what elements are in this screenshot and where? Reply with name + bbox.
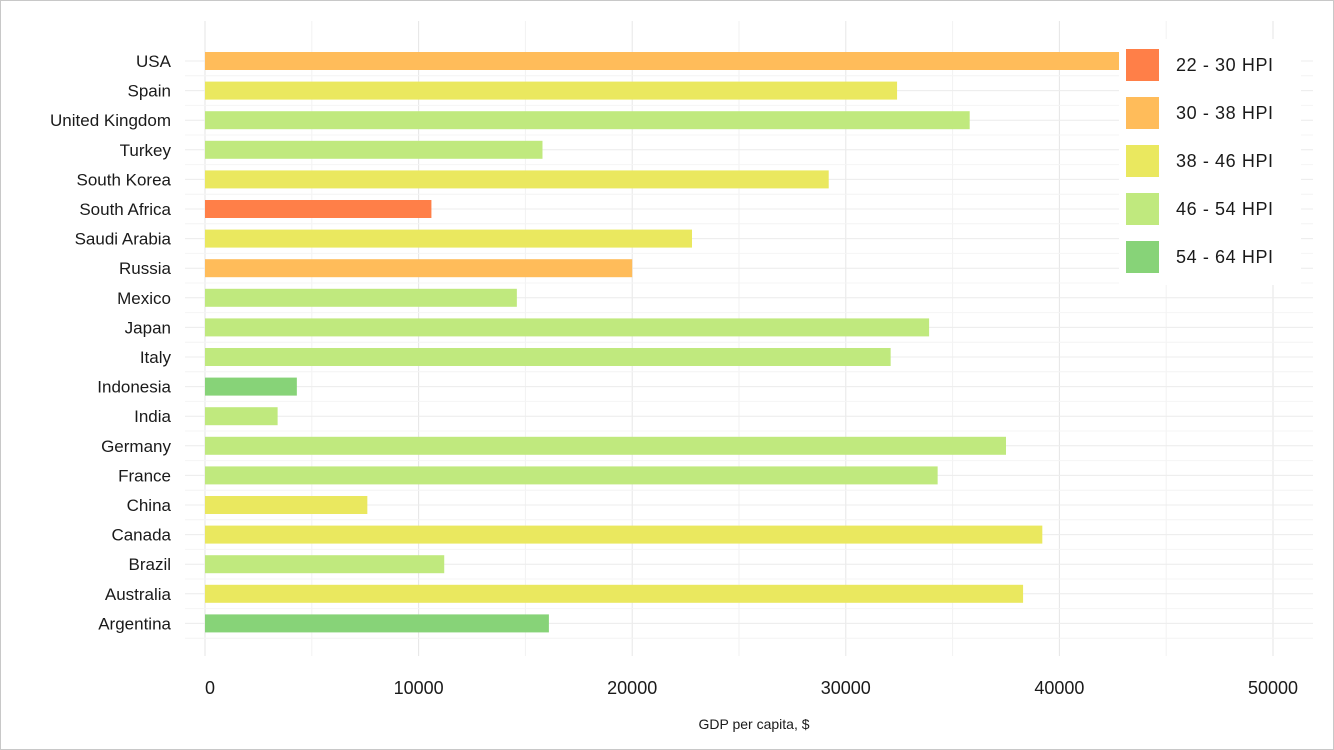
bar-china — [205, 496, 368, 514]
category-label: Spain — [128, 82, 171, 101]
category-label: Canada — [111, 526, 171, 545]
x-tick-label: 30000 — [821, 678, 871, 698]
bar-germany — [205, 436, 1006, 455]
legend-label: 38 - 46 HPI — [1176, 150, 1274, 171]
bar-australia — [205, 584, 1024, 603]
bar-south-korea — [205, 170, 829, 189]
category-label: USA — [136, 52, 172, 71]
category-label: China — [127, 496, 172, 515]
legend-swatch — [1126, 193, 1159, 225]
category-label: Indonesia — [97, 378, 171, 397]
legend-label: 54 - 64 HPI — [1176, 246, 1274, 267]
category-label: Russia — [119, 259, 172, 278]
bar-italy — [205, 348, 891, 366]
legend-item: 54 - 64 HPI — [1119, 233, 1301, 281]
bar-spain — [205, 81, 898, 100]
legend-label: 46 - 54 HPI — [1176, 198, 1274, 219]
bar-canada — [205, 525, 1043, 544]
bar-japan — [205, 318, 930, 337]
category-label: Argentina — [98, 614, 171, 633]
x-tick-label: 0 — [205, 678, 215, 698]
x-tick-label: 50000 — [1248, 678, 1298, 698]
legend-item: 30 - 38 HPI — [1119, 89, 1301, 137]
x-tick-label: 20000 — [607, 678, 657, 698]
bar-france — [205, 466, 938, 485]
bar-indonesia — [205, 377, 297, 396]
bar-argentina — [205, 614, 549, 633]
legend-item: 22 - 30 HPI — [1119, 41, 1301, 89]
category-label: Mexico — [117, 289, 171, 308]
legend-item: 46 - 54 HPI — [1119, 185, 1301, 233]
bars — [205, 52, 1124, 633]
category-label: Saudi Arabia — [75, 230, 172, 249]
category-label: Germany — [101, 437, 171, 456]
bar-usa — [205, 52, 1124, 70]
bar-saudi-arabia — [205, 229, 693, 248]
bar-india — [205, 407, 278, 426]
category-label: South Africa — [79, 200, 171, 219]
category-label: South Korea — [76, 170, 171, 189]
bar-mexico — [205, 288, 517, 307]
x-axis-title: GDP per capita, $ — [698, 716, 809, 732]
x-tick-label: 40000 — [1034, 678, 1084, 698]
category-label: India — [134, 407, 171, 426]
category-label: United Kingdom — [50, 111, 171, 130]
legend: 22 - 30 HPI 30 - 38 HPI 38 - 46 HPI 46 - 54… — [1119, 39, 1301, 285]
category-label: Italy — [140, 348, 172, 367]
bar-brazil — [205, 555, 445, 574]
legend-swatch — [1126, 97, 1159, 129]
x-tick-labels: 0 10000 20000 30000 40000 50000 — [205, 678, 1298, 698]
x-tick-label: 10000 — [394, 678, 444, 698]
legend-swatch — [1126, 241, 1159, 273]
legend-swatch — [1126, 49, 1159, 81]
category-label: Turkey — [120, 141, 172, 160]
legend-swatch — [1126, 145, 1159, 177]
legend-label: 30 - 38 HPI — [1176, 102, 1274, 123]
bar-united-kingdom — [205, 111, 970, 130]
bar-south-africa — [205, 200, 432, 218]
category-label: Brazil — [128, 555, 171, 574]
bar-russia — [205, 259, 633, 278]
bar-turkey — [205, 140, 543, 159]
category-label: France — [118, 466, 171, 485]
legend-label: 22 - 30 HPI — [1176, 54, 1274, 75]
category-label: Japan — [125, 318, 171, 337]
legend-item: 38 - 46 HPI — [1119, 137, 1301, 185]
category-label: Australia — [105, 585, 172, 604]
category-labels: USA Spain United Kingdom Turkey South Korea S… — [50, 52, 172, 633]
